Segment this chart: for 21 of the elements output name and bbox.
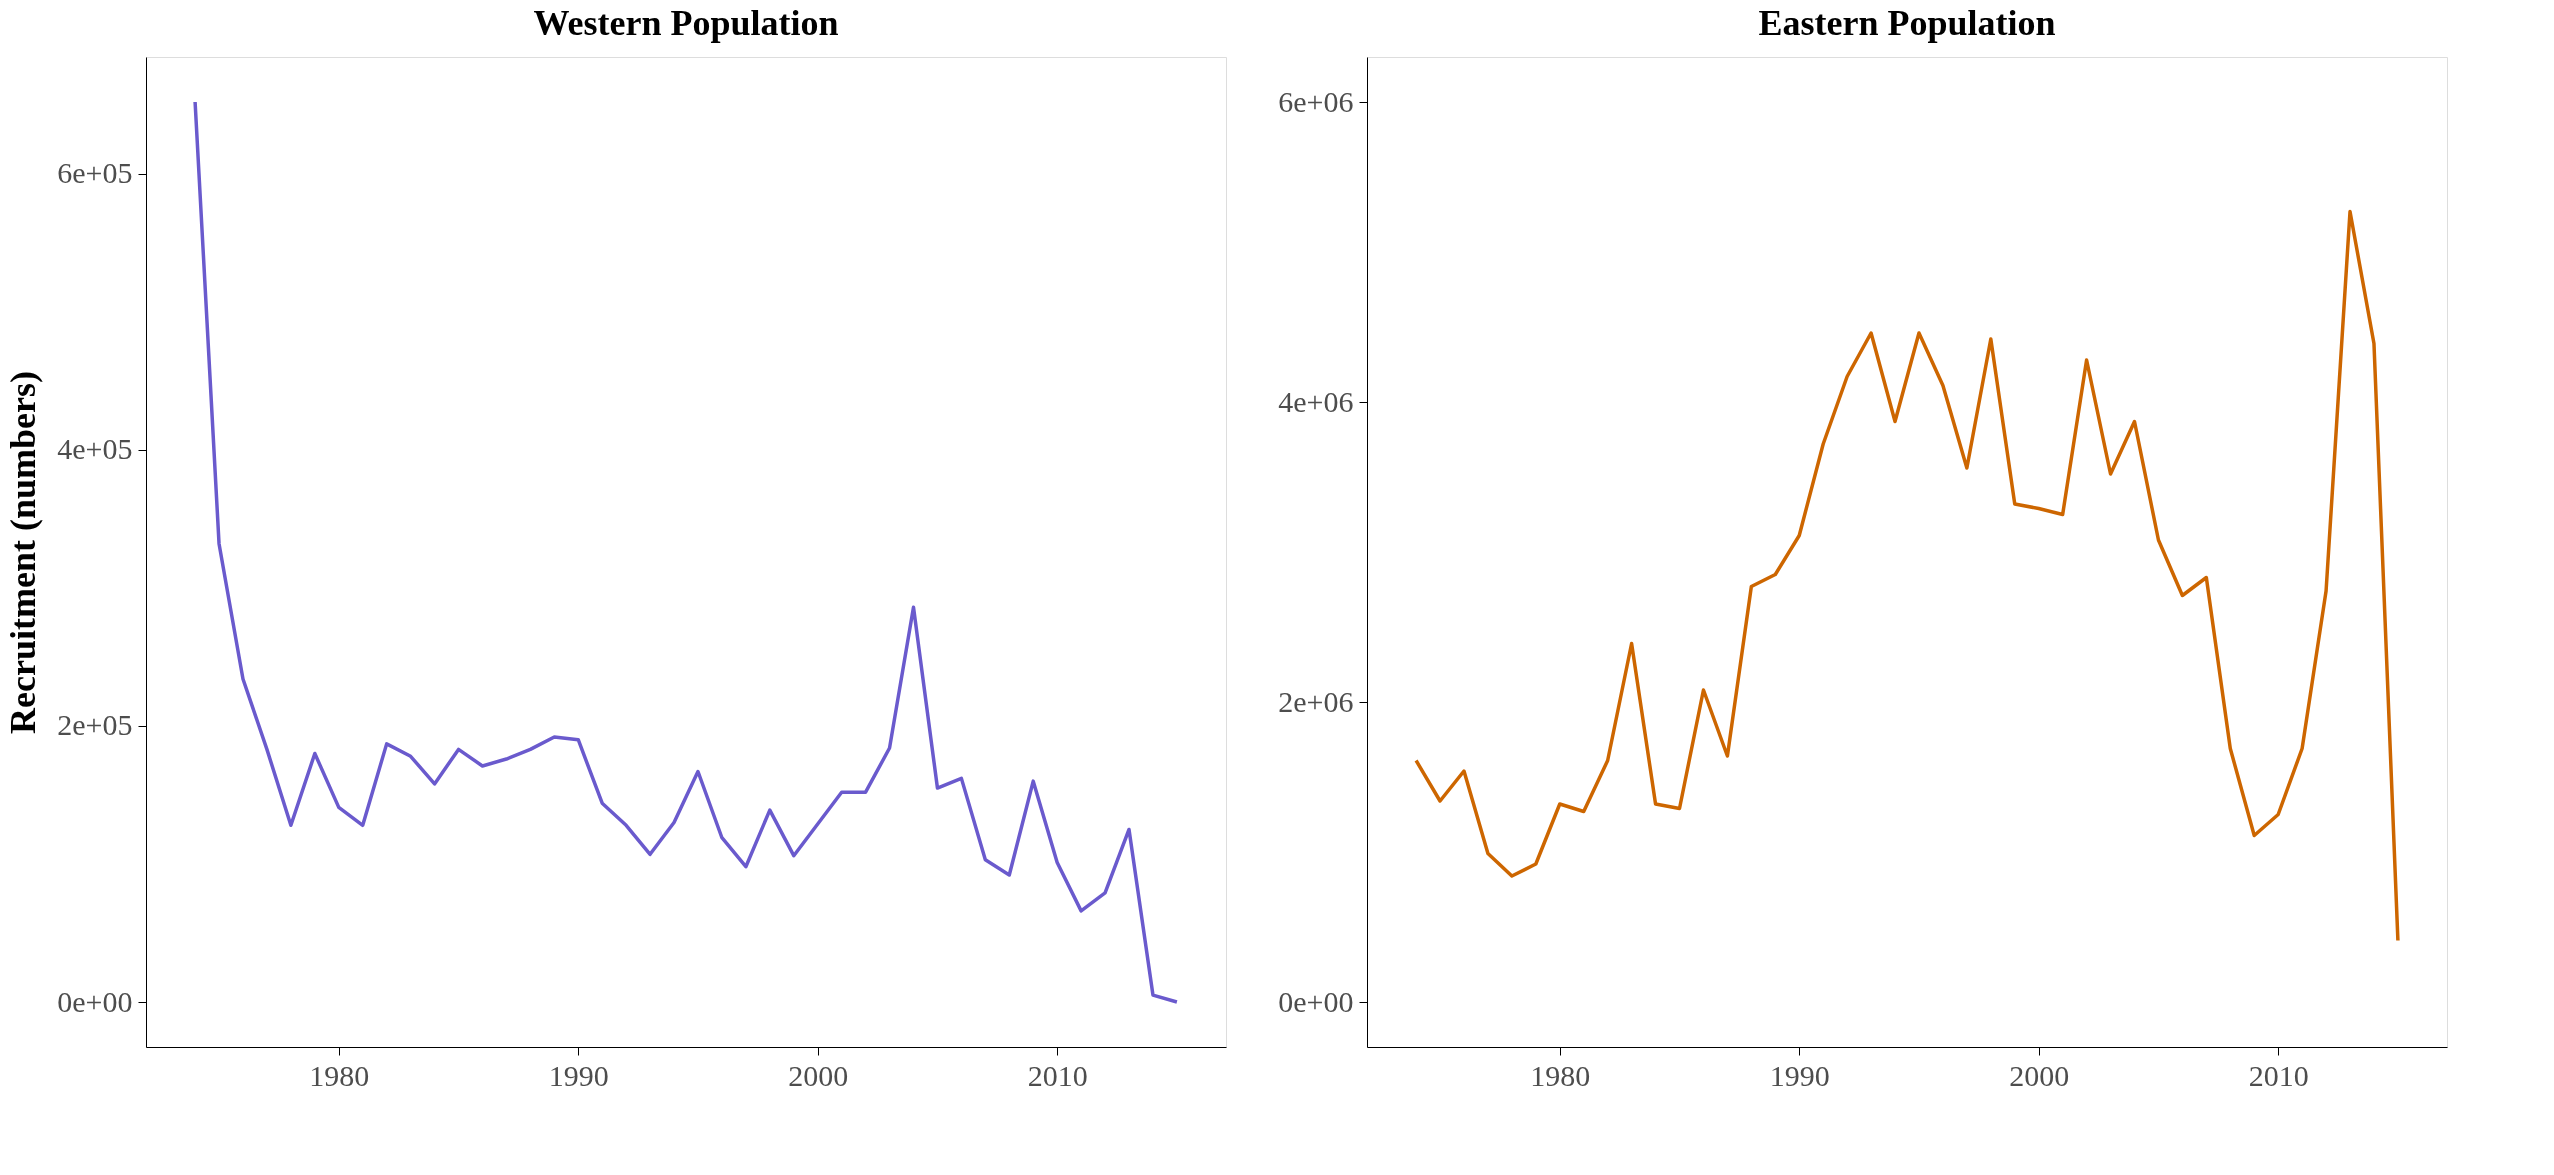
x-tick-label: 2000 — [788, 1058, 849, 1092]
chart-title: Eastern Population — [1758, 3, 2056, 43]
chart-title: Western Population — [533, 3, 839, 43]
line-series — [193, 100, 1179, 1004]
x-tick-label: 1990 — [1769, 1058, 1830, 1092]
x-tick-label: 2010 — [2248, 1058, 2309, 1092]
y-tick-label: 6e+06 — [1278, 84, 1354, 118]
y-tick-label: 4e+06 — [1278, 384, 1354, 418]
y-tick-label: 2e+05 — [57, 708, 133, 742]
y-tick-label: 0e+00 — [57, 984, 133, 1018]
line-series — [1414, 209, 2400, 943]
x-tick-label: 1990 — [548, 1058, 609, 1092]
x-tick-label: 2010 — [1027, 1058, 1088, 1092]
y-tick-label: 0e+00 — [1278, 984, 1354, 1018]
y-tick-label: 2e+06 — [1278, 684, 1354, 718]
y-tick-label: 6e+05 — [57, 156, 133, 190]
x-tick-label: 1980 — [309, 1058, 370, 1092]
y-axis-title: Recruitment (numbers) — [3, 371, 44, 734]
x-tick-label: 2000 — [2009, 1058, 2070, 1092]
y-tick-label: 4e+05 — [57, 432, 133, 466]
x-tick-label: 1980 — [1530, 1058, 1591, 1092]
